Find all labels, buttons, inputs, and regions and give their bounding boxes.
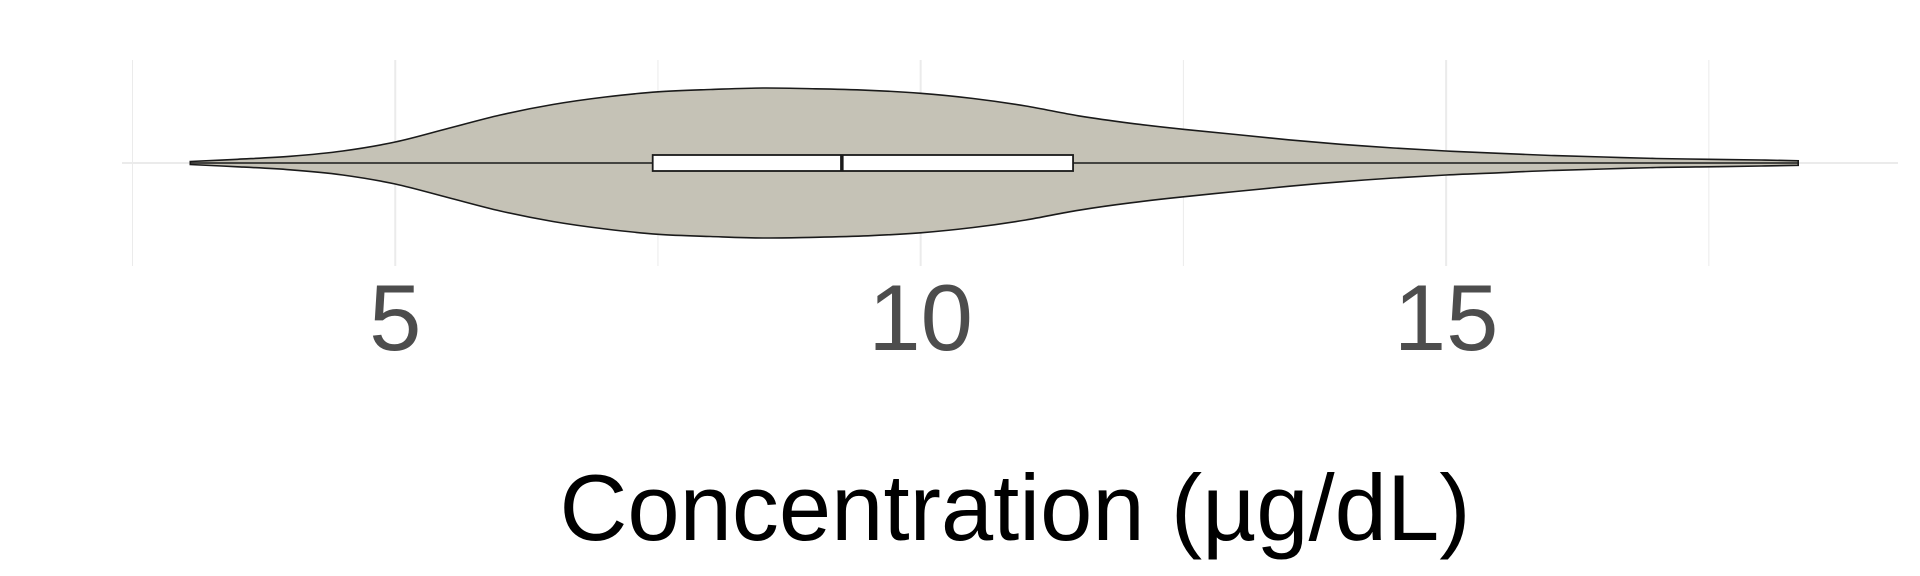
x-tick-labels: 5 10 15 — [369, 265, 1498, 370]
x-tick-label: 10 — [868, 265, 973, 370]
x-axis-title: Concentration (µg/dL) — [559, 455, 1470, 560]
box-iqr — [651, 154, 1074, 172]
x-tick-label: 15 — [1394, 265, 1499, 370]
x-tick-label: 5 — [369, 265, 421, 370]
